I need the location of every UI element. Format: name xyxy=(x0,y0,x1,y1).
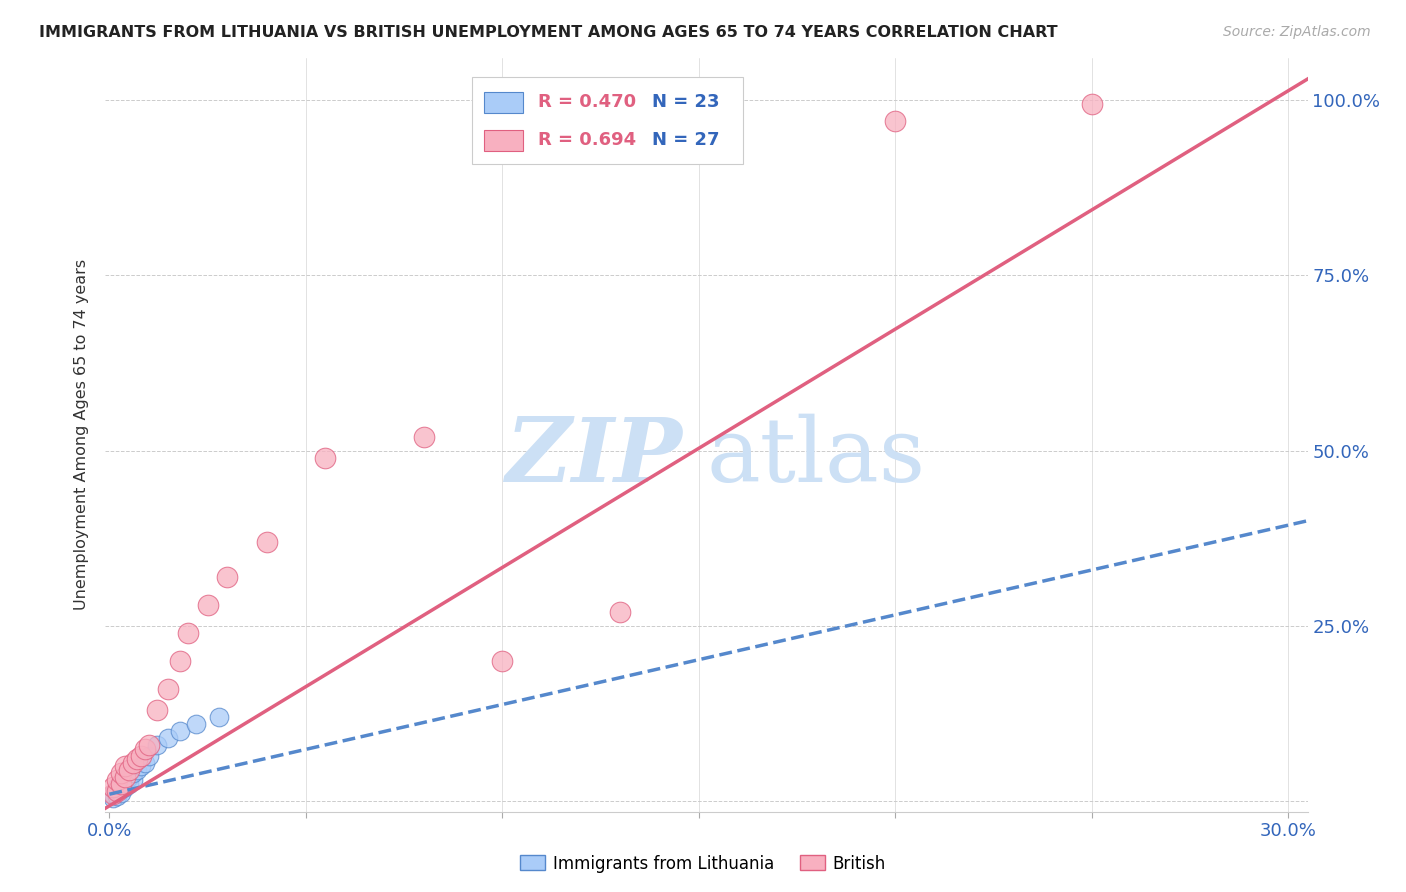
Point xyxy=(134,756,156,770)
Point xyxy=(884,114,907,128)
Point xyxy=(491,654,513,668)
Point xyxy=(103,790,125,805)
Text: IMMIGRANTS FROM LITHUANIA VS BRITISH UNEMPLOYMENT AMONG AGES 65 TO 74 YEARS CORR: IMMIGRANTS FROM LITHUANIA VS BRITISH UNE… xyxy=(39,25,1057,40)
Point xyxy=(145,703,167,717)
Point xyxy=(125,763,148,777)
Point xyxy=(129,759,152,773)
Point xyxy=(110,786,132,800)
Bar xyxy=(484,92,523,113)
Text: N = 27: N = 27 xyxy=(652,131,720,149)
Point xyxy=(114,759,136,773)
Point xyxy=(122,756,145,770)
Point xyxy=(256,534,278,549)
Point xyxy=(105,783,128,797)
Point xyxy=(138,748,160,763)
Point xyxy=(105,783,128,797)
Point xyxy=(177,626,200,640)
Point xyxy=(314,450,336,465)
Point xyxy=(118,763,141,777)
Point xyxy=(169,654,191,668)
Point xyxy=(122,773,145,788)
Point xyxy=(110,777,132,791)
Text: atlas: atlas xyxy=(707,414,925,501)
Point xyxy=(169,724,191,739)
Point xyxy=(118,770,141,784)
Point xyxy=(217,570,239,584)
Text: N = 23: N = 23 xyxy=(652,94,720,112)
Point xyxy=(103,787,125,801)
Point xyxy=(110,766,132,780)
Text: Source: ZipAtlas.com: Source: ZipAtlas.com xyxy=(1223,25,1371,39)
Point xyxy=(118,777,141,791)
Point xyxy=(103,787,125,801)
Point xyxy=(114,773,136,788)
FancyBboxPatch shape xyxy=(472,77,742,163)
Point xyxy=(122,766,145,780)
Point xyxy=(105,780,128,794)
Point xyxy=(157,681,180,696)
Point xyxy=(114,780,136,794)
Point xyxy=(103,780,125,794)
Point xyxy=(114,770,136,784)
Point xyxy=(412,429,434,443)
Point xyxy=(105,789,128,803)
Point xyxy=(129,748,152,763)
Point xyxy=(134,741,156,756)
Point xyxy=(197,598,219,612)
Point xyxy=(157,731,180,745)
Text: R = 0.694: R = 0.694 xyxy=(538,131,637,149)
Point xyxy=(138,738,160,752)
Point xyxy=(1080,96,1102,111)
Point xyxy=(110,777,132,791)
Point xyxy=(110,781,132,796)
Text: ZIP: ZIP xyxy=(506,414,682,500)
Y-axis label: Unemployment Among Ages 65 to 74 years: Unemployment Among Ages 65 to 74 years xyxy=(75,260,90,610)
Point xyxy=(125,752,148,766)
Point xyxy=(184,717,207,731)
Legend: Immigrants from Lithuania, British: Immigrants from Lithuania, British xyxy=(513,848,893,880)
Bar xyxy=(484,129,523,151)
Point xyxy=(145,738,167,752)
Point xyxy=(208,710,231,724)
Point xyxy=(105,773,128,788)
Text: R = 0.470: R = 0.470 xyxy=(538,94,637,112)
Point xyxy=(609,605,631,619)
